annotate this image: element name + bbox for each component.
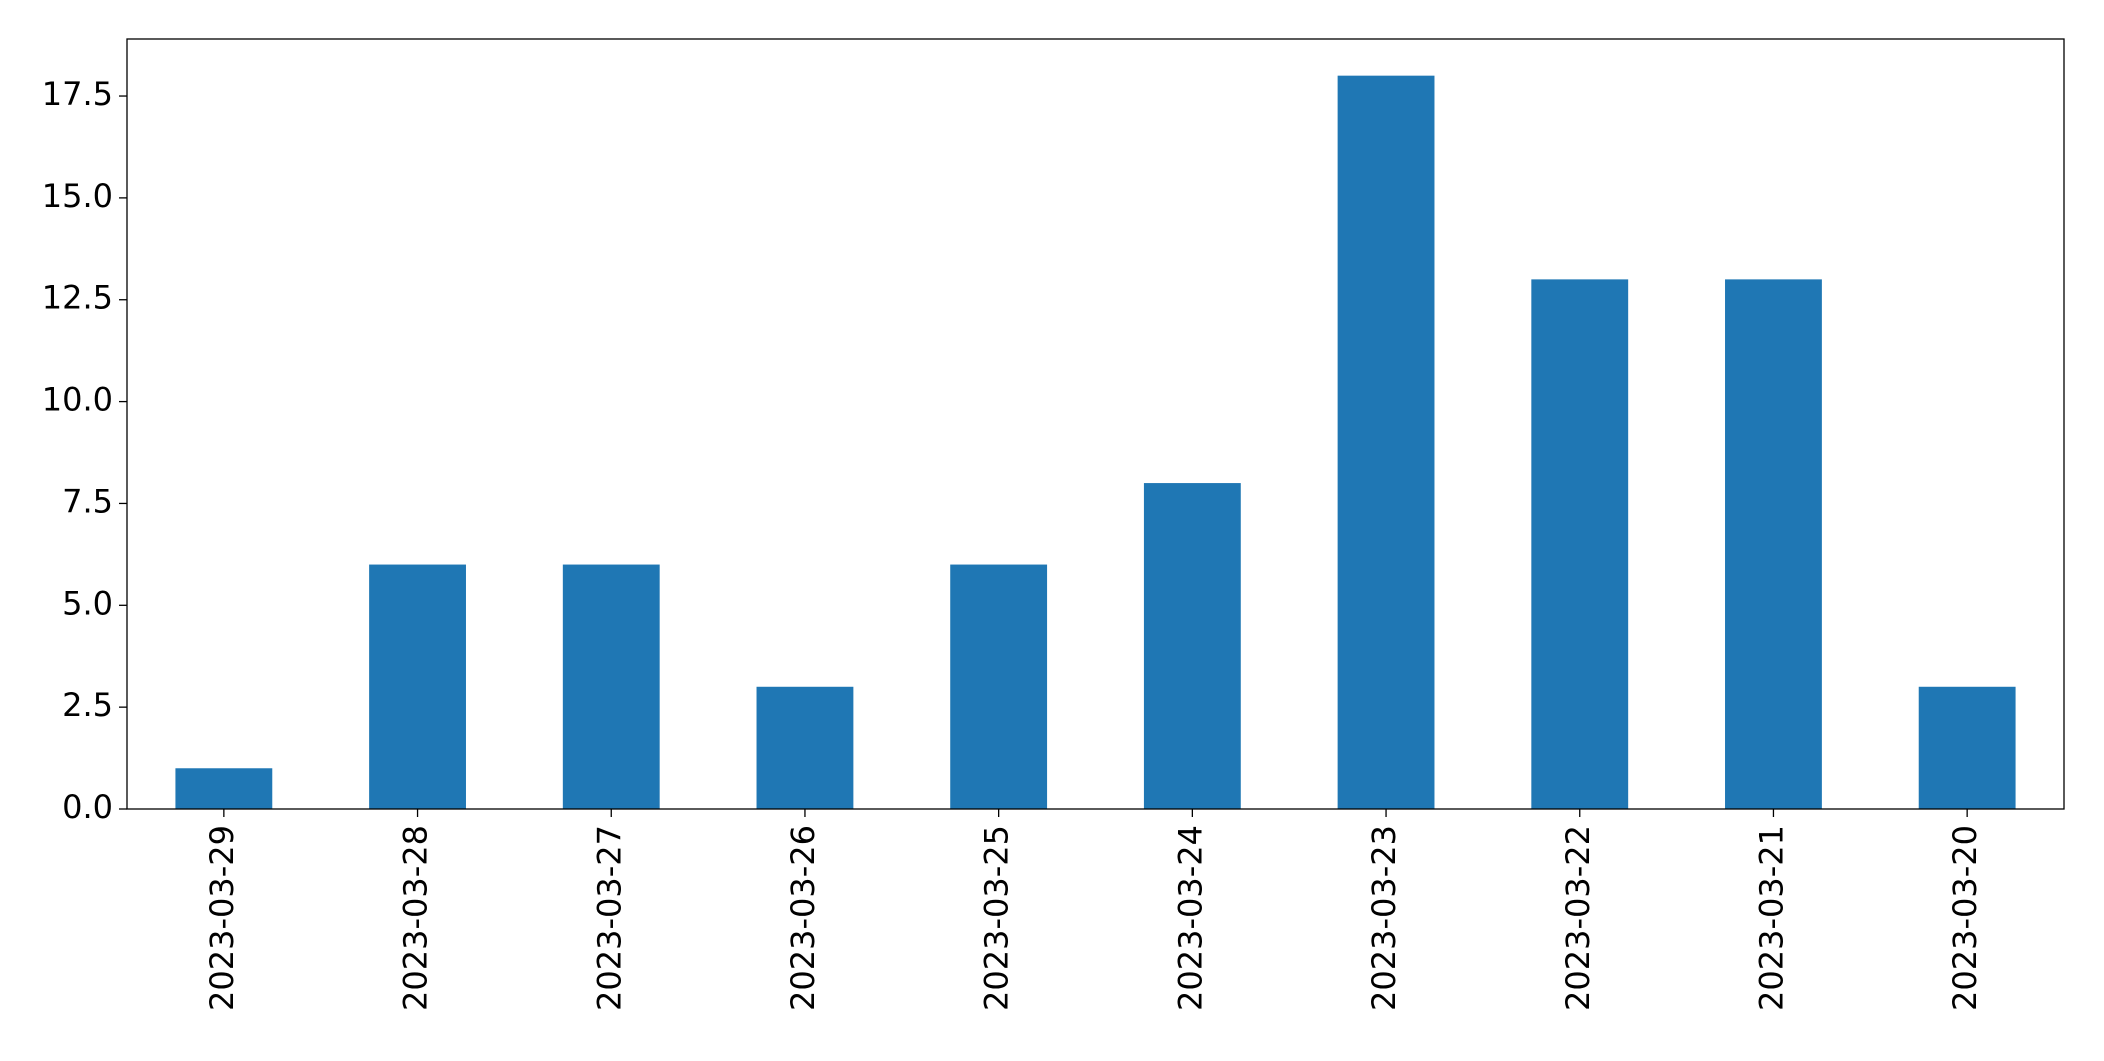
bar	[369, 564, 466, 809]
bar	[756, 686, 854, 809]
y-tick-label: 17.5	[42, 75, 113, 113]
x-tick-label: 2023-03-22	[1559, 825, 1597, 1011]
x-tick-label: 2023-03-23	[1365, 825, 1403, 1011]
plot-frame	[126, 38, 2065, 810]
x-tick-label: 2023-03-20	[1946, 825, 1984, 1011]
x-tick-label: 2023-03-26	[784, 825, 822, 1011]
y-tick-label: 2.5	[62, 686, 113, 724]
bar	[1337, 75, 1435, 809]
bar	[175, 768, 273, 809]
y-tick-label: 0.0	[62, 788, 113, 826]
bar	[562, 564, 660, 809]
bar	[1918, 686, 2016, 809]
x-tick-label: 2023-03-29	[203, 825, 241, 1011]
y-tick-label: 7.5	[62, 482, 113, 520]
y-tick-label: 10.0	[42, 381, 113, 419]
y-tick-label: 5.0	[62, 584, 113, 622]
x-tick-label: 2023-03-25	[978, 825, 1016, 1011]
y-tick-label: 15.0	[42, 177, 113, 215]
y-tick-label: 12.5	[42, 279, 113, 317]
x-tick-label: 2023-03-27	[590, 825, 628, 1011]
bar	[1725, 279, 1822, 809]
x-tick-label: 2023-03-21	[1752, 825, 1790, 1011]
bar	[1531, 279, 1629, 809]
bar	[950, 564, 1048, 809]
x-tick-label: 2023-03-28	[397, 825, 435, 1011]
bar	[1143, 483, 1241, 809]
x-tick-label: 2023-03-24	[1171, 825, 1209, 1011]
